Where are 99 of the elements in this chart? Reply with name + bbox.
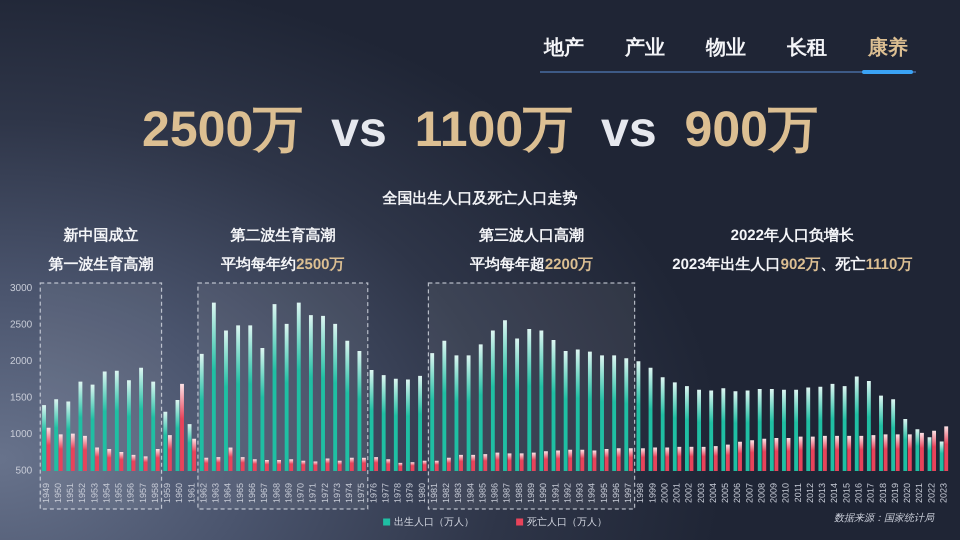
x-tick-label: 1960 — [174, 482, 184, 504]
x-tick-label: 1985 — [477, 482, 488, 504]
x-tick-label: 1980 — [416, 482, 427, 504]
x-tick-label: 1970 — [296, 482, 306, 504]
x-tick-label: 1969 — [283, 482, 294, 504]
x-tick-label: 1968 — [271, 482, 282, 504]
x-tick-label: 1971 — [308, 482, 318, 504]
chart-title: 2500万 vs 1100万 vs 900万 — [141, 100, 819, 159]
x-tick-label: 1961 — [186, 482, 196, 504]
x-tick-label: 2013 — [817, 482, 828, 504]
x-tick-label: 1992 — [562, 482, 572, 504]
x-tick-label: 2002 — [684, 482, 694, 504]
x-tick-label: 2009 — [768, 482, 779, 504]
x-tick-label: 2019 — [890, 482, 900, 504]
x-tick-label: 1986 — [490, 482, 500, 504]
x-tick-label: 1966 — [247, 482, 258, 504]
x-tick-label: 2017 — [866, 482, 876, 504]
x-tick-label: 1959 — [162, 482, 172, 504]
x-tick-label: 2012 — [804, 482, 815, 504]
x-tick-label: 1964 — [222, 482, 233, 504]
x-tick-label: 1989 — [526, 482, 536, 504]
text: 平均每年约2500万 — [221, 255, 345, 275]
x-tick-label: 2021 — [914, 482, 924, 504]
x-tick-label: 1979 — [404, 482, 415, 504]
y-tick-label: 3000 — [10, 282, 33, 294]
x-tick-label: 1988 — [514, 482, 524, 504]
x-tick-label: 1993 — [574, 482, 585, 504]
legend-label: 死亡人口（万人） — [527, 516, 608, 528]
text: 2023年出生人口902万、死亡1110万 — [672, 255, 912, 275]
x-tick-label: 2008 — [756, 482, 766, 504]
x-tick-label: 2006 — [732, 482, 742, 504]
x-tick-label: 1997 — [623, 482, 634, 504]
x-tick-label: 1977 — [380, 482, 390, 504]
x-tick-label: 1949 — [40, 482, 51, 504]
text: 康养 — [868, 36, 908, 61]
x-tick-label: 1973 — [332, 482, 342, 504]
x-tick-label: 2010 — [780, 482, 791, 504]
legend-label: 出生人口（万人） — [394, 516, 474, 528]
x-tick-label: 1981 — [428, 482, 439, 504]
text: 物业 — [706, 36, 746, 61]
x-tick-label: 1965 — [234, 482, 245, 504]
text: 长租 — [787, 36, 827, 61]
x-tick-label: 1950 — [52, 482, 63, 504]
x-tick-label: 1974 — [344, 482, 354, 504]
x-tick-label: 1951 — [65, 482, 76, 504]
y-tick-label: 500 — [16, 466, 33, 477]
x-tick-label: 1990 — [538, 482, 548, 504]
source-note: 数据来源：国家统计局 — [834, 512, 934, 526]
y-tick-label: 2500 — [10, 319, 33, 330]
x-tick-label: 1975 — [356, 482, 366, 504]
x-tick-label: 1995 — [598, 482, 609, 504]
x-tick-label: 1998 — [635, 482, 646, 504]
band-label: 第二波生育高潮 — [230, 226, 336, 246]
x-tick-label: 1954 — [101, 482, 112, 504]
x-tick-label: 1956 — [126, 482, 136, 504]
x-tick-label: 2014 — [829, 482, 840, 504]
y-tick-label: 1000 — [10, 429, 33, 440]
x-tick-label: 1962 — [198, 482, 208, 504]
x-tick-label: 1999 — [647, 482, 658, 504]
x-tick-label: 2023 — [938, 482, 948, 504]
text: 平均每年超2200万 — [470, 255, 594, 275]
x-tick-label: 1957 — [138, 482, 148, 504]
x-tick-label: 2022 — [926, 482, 936, 504]
x-tick-label: 1953 — [89, 482, 100, 504]
x-tick-label: 1967 — [259, 482, 270, 504]
x-tick-label: 2007 — [744, 482, 754, 504]
text: 2022年人口负增长 — [730, 226, 854, 246]
x-tick-label: 2000 — [659, 482, 670, 504]
x-tick-label: 1991 — [550, 482, 560, 504]
x-tick-label: 2004 — [708, 482, 718, 504]
x-tick-label: 1952 — [77, 482, 88, 504]
x-tick-label: 1996 — [610, 482, 621, 504]
y-tick-label: 1500 — [10, 392, 33, 404]
x-tick-label: 1987 — [502, 482, 512, 504]
x-tick-label: 2003 — [696, 482, 706, 504]
x-tick-label: 1976 — [368, 482, 378, 504]
x-tick-label: 2011 — [792, 482, 803, 502]
x-tick-label: 2020 — [902, 482, 912, 504]
x-tick-label: 1958 — [150, 482, 160, 504]
x-tick-label: 1955 — [114, 482, 124, 504]
x-tick-label: 2005 — [720, 482, 730, 504]
band-label: 第三波人口高潮 — [479, 226, 584, 246]
x-tick-label: 1972 — [320, 482, 330, 504]
x-tick-label: 1983 — [453, 482, 464, 504]
band-label: 新中国成立 — [63, 226, 138, 246]
x-tick-label: 1994 — [586, 482, 597, 504]
x-tick-label: 2018 — [878, 482, 888, 504]
x-tick-label: 1978 — [392, 482, 403, 504]
x-tick-label: 2016 — [854, 482, 864, 504]
chart-subtitle: 全国出生人口及死亡人口走势 — [381, 189, 578, 209]
y-tick-label: 2000 — [10, 356, 33, 367]
x-tick-label: 1963 — [210, 482, 221, 504]
x-tick-label: 2001 — [672, 482, 682, 504]
x-tick-label: 1982 — [441, 482, 452, 504]
x-tick-label: 2015 — [841, 482, 852, 504]
x-tick-label: 1984 — [465, 482, 476, 504]
text: 产业 — [625, 36, 665, 61]
text: 地产 — [544, 36, 584, 61]
text: 第一波生育高潮 — [48, 255, 154, 275]
